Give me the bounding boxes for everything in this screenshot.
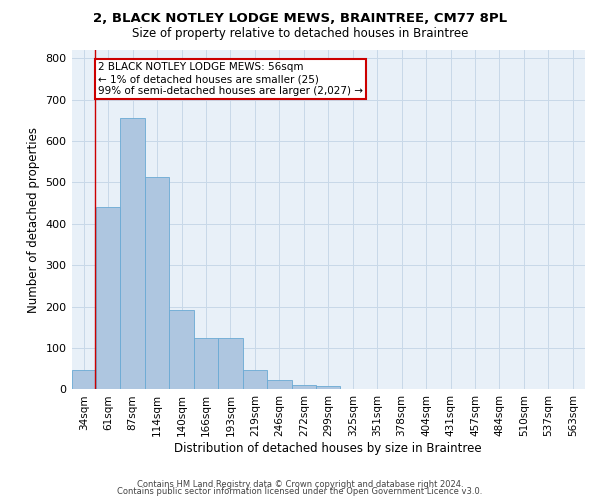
Text: Size of property relative to detached houses in Braintree: Size of property relative to detached ho… xyxy=(132,28,468,40)
Bar xyxy=(292,386,316,390)
Bar xyxy=(169,310,194,390)
Bar xyxy=(121,118,145,390)
Bar xyxy=(316,386,340,390)
Bar xyxy=(71,370,96,390)
Text: 2 BLACK NOTLEY LODGE MEWS: 56sqm
← 1% of detached houses are smaller (25)
99% of: 2 BLACK NOTLEY LODGE MEWS: 56sqm ← 1% of… xyxy=(98,62,363,96)
Y-axis label: Number of detached properties: Number of detached properties xyxy=(27,126,40,312)
Bar xyxy=(267,380,292,390)
Bar xyxy=(145,177,169,390)
Bar xyxy=(194,338,218,390)
Bar xyxy=(96,208,121,390)
Text: Contains HM Land Registry data © Crown copyright and database right 2024.: Contains HM Land Registry data © Crown c… xyxy=(137,480,463,489)
Bar xyxy=(242,370,267,390)
X-axis label: Distribution of detached houses by size in Braintree: Distribution of detached houses by size … xyxy=(175,442,482,455)
Text: Contains public sector information licensed under the Open Government Licence v3: Contains public sector information licen… xyxy=(118,487,482,496)
Bar xyxy=(218,338,242,390)
Text: 2, BLACK NOTLEY LODGE MEWS, BRAINTREE, CM77 8PL: 2, BLACK NOTLEY LODGE MEWS, BRAINTREE, C… xyxy=(93,12,507,26)
